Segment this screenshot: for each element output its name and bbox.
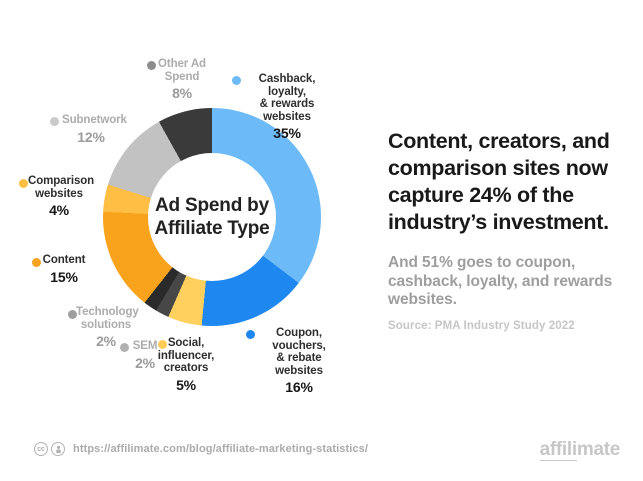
legend-cashback: Cashback, loyalty, & rewards websites 35… xyxy=(232,73,330,141)
legend-other-value: 8% xyxy=(172,85,192,101)
other-dot-icon xyxy=(147,61,156,70)
insight-subtext: And 51% goes to coupon, cashback, loyalt… xyxy=(388,254,613,308)
cashback-dot-icon xyxy=(232,76,241,85)
footer: cc https://affilimate.com/blog/affiliate… xyxy=(0,438,643,462)
legend-sem: SEM 2% xyxy=(120,340,160,371)
legend-social-value: 5% xyxy=(176,376,196,393)
legend-subnetwork: Subnetwork 12% xyxy=(50,114,127,145)
legend-comparison-label: Comparison websites xyxy=(28,175,95,200)
legend-subnetwork-value: 12% xyxy=(77,128,105,145)
legend-cashback-label: Cashback, loyalty, & rewards websites xyxy=(258,73,316,123)
chart-title: Ad Spend by Affiliate Type xyxy=(154,194,270,239)
legend-subnetwork-label: Subnetwork xyxy=(62,114,127,126)
insight-panel: Content, creators, and comparison sites … xyxy=(388,128,628,332)
sem-dot-icon xyxy=(120,343,129,352)
legend-sem-value: 2% xyxy=(135,354,155,371)
coupon-dot-icon xyxy=(246,330,255,339)
subnetwork-dot-icon xyxy=(50,117,59,126)
legend-technology-label: Technology solutions xyxy=(76,306,139,331)
legend-social: Social, influencer, creators 5% xyxy=(148,337,224,393)
legend-sem-label: SEM xyxy=(132,340,158,352)
legend-cashback-value: 35% xyxy=(273,125,301,141)
legend-comparison-value: 4% xyxy=(49,202,69,218)
legend-content: Content 15% xyxy=(32,254,86,285)
comparison-dot-icon xyxy=(19,179,28,188)
legend-other: Other Ad Spend 8% xyxy=(147,58,206,101)
legend-technology-value: 2% xyxy=(96,333,116,349)
legend-content-label: Content xyxy=(42,254,86,266)
attribution-person-icon xyxy=(51,442,65,456)
legend-comparison: Comparison websites 4% xyxy=(19,175,95,218)
technology-dot-icon xyxy=(68,310,77,319)
legend-social-label: Social, influencer, creators xyxy=(157,337,215,374)
legend-coupon: Coupon, vouchers, & rebate websites 16% xyxy=(246,327,342,395)
legend-coupon-label: Coupon, vouchers, & rebate websites xyxy=(272,327,326,377)
insight-headline: Content, creators, and comparison sites … xyxy=(388,129,610,234)
legend-content-value: 15% xyxy=(50,268,78,285)
logo-rest-part: mate xyxy=(576,439,620,460)
social-dot-icon xyxy=(158,340,167,349)
affilimate-logo: affilimate xyxy=(539,439,620,461)
insight-source: Source: PMA Industry Study 2022 xyxy=(388,319,575,332)
legend-other-label: Other Ad Spend xyxy=(158,58,206,83)
logo-underlined-part: affili xyxy=(539,439,577,461)
source-url: https://affilimate.com/blog/affiliate-ma… xyxy=(73,443,369,455)
creative-commons-icon: cc xyxy=(34,442,48,456)
donut-center: Ad Spend by Affiliate Type xyxy=(148,153,276,281)
legend-coupon-value: 16% xyxy=(285,379,313,395)
content-dot-icon xyxy=(32,258,41,267)
legend-technology: Technology solutions 2% xyxy=(68,306,139,349)
